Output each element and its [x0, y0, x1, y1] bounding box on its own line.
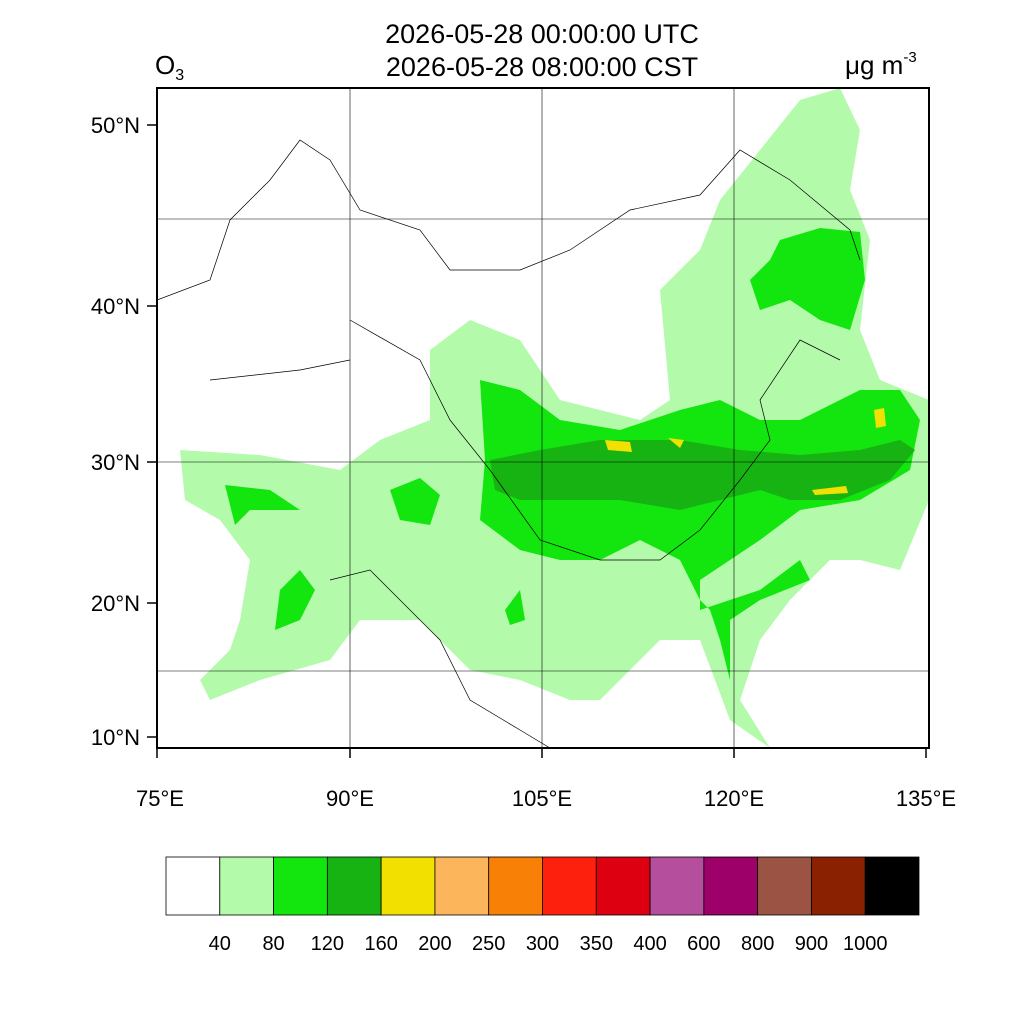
- colorbar-label: 600: [687, 933, 720, 955]
- ticks: [147, 124, 927, 758]
- colorbar-label: 900: [795, 933, 828, 955]
- colorbar-label: 800: [741, 933, 774, 955]
- colorbar-box: [488, 856, 543, 916]
- grid: [157, 88, 929, 748]
- lon-label: 105°E: [512, 786, 572, 811]
- title-utc: 2026-05-28 00:00:00 UTC: [385, 19, 699, 49]
- colorbar-box: [165, 856, 221, 916]
- colorbar-label: 40: [209, 933, 231, 955]
- colorbar-box: [649, 856, 705, 916]
- lat-label: 20°N: [91, 591, 140, 616]
- colorbar-label: 250: [472, 933, 505, 955]
- unit-label: μg m-3: [845, 49, 917, 80]
- o3-120-160: [490, 440, 915, 510]
- lat-label: 30°N: [91, 450, 140, 475]
- o3-80-120-w: [225, 478, 525, 630]
- colorbar-box: [811, 856, 866, 916]
- colorbar-label: 160: [364, 933, 397, 955]
- colorbar-box: [380, 856, 436, 916]
- colorbar-label: 200: [418, 933, 451, 955]
- lon-label: 75°E: [136, 786, 184, 811]
- colorbar-box: [757, 856, 812, 916]
- colorbar-label: 300: [526, 933, 559, 955]
- colorbar-box: [542, 856, 597, 916]
- lon-label: 120°E: [704, 786, 764, 811]
- colorbar-box: [434, 856, 490, 916]
- colorbar-box: [326, 856, 382, 916]
- colorbar-label: 120: [311, 933, 344, 955]
- lat-label: 50°N: [91, 113, 140, 138]
- colorbar-label: 80: [262, 933, 284, 955]
- lat-label: 40°N: [91, 294, 140, 319]
- unit-exp: -3: [903, 49, 916, 66]
- species: O: [155, 50, 175, 80]
- map-frame: [156, 87, 930, 749]
- borders: [157, 139, 861, 748]
- colorbar-label: 400: [633, 933, 666, 955]
- title-cst: 2026-05-28 08:00:00 CST: [386, 52, 698, 82]
- colorbar-box: [864, 856, 920, 916]
- unit: μg m: [845, 50, 903, 80]
- colorbar-label: 1000: [843, 933, 888, 955]
- colorbar-box: [703, 856, 759, 916]
- colorbar-box: [595, 856, 651, 916]
- map: 50°N 40°N 30°N 20°N 10°N 75°E 90°E 105°E…: [91, 87, 956, 811]
- lon-label: 90°E: [326, 786, 374, 811]
- species-sub: 3: [175, 67, 184, 84]
- colorbar: 40 80 120 160 200 250 300 350 400 600 800 900 1000: [165, 856, 920, 955]
- colorbar-box: [273, 856, 328, 916]
- species-label: O3: [155, 50, 184, 84]
- colorbar-box: [219, 856, 274, 916]
- colorbar-label: 350: [580, 933, 613, 955]
- lat-label: 10°N: [91, 725, 140, 750]
- o3-80-120-ne: [750, 228, 865, 330]
- lon-label: 135°E: [896, 786, 956, 811]
